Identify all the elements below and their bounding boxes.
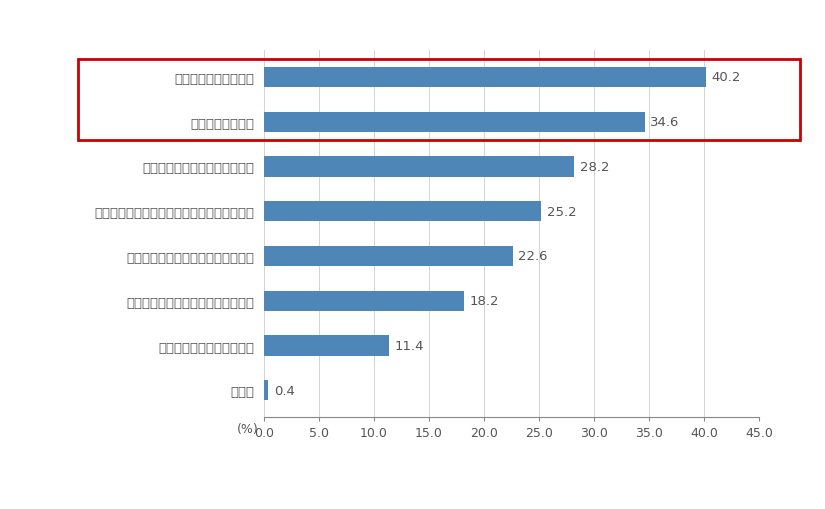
Bar <box>264 291 464 311</box>
Bar <box>264 112 644 132</box>
Bar <box>264 157 574 177</box>
Bar <box>264 246 512 267</box>
Bar <box>264 336 389 356</box>
Text: 34.6: 34.6 <box>650 116 680 129</box>
Bar <box>264 68 706 88</box>
Text: 25.2: 25.2 <box>547 205 577 218</box>
Text: 18.2: 18.2 <box>469 295 499 307</box>
Text: 28.2: 28.2 <box>580 161 609 174</box>
Text: 22.6: 22.6 <box>518 250 548 263</box>
Text: 11.4: 11.4 <box>395 340 424 352</box>
Text: (%): (%) <box>237 422 258 435</box>
Text: 0.4: 0.4 <box>274 384 295 397</box>
Bar <box>264 381 268 401</box>
Text: 40.2: 40.2 <box>712 71 741 84</box>
Bar <box>264 202 541 222</box>
